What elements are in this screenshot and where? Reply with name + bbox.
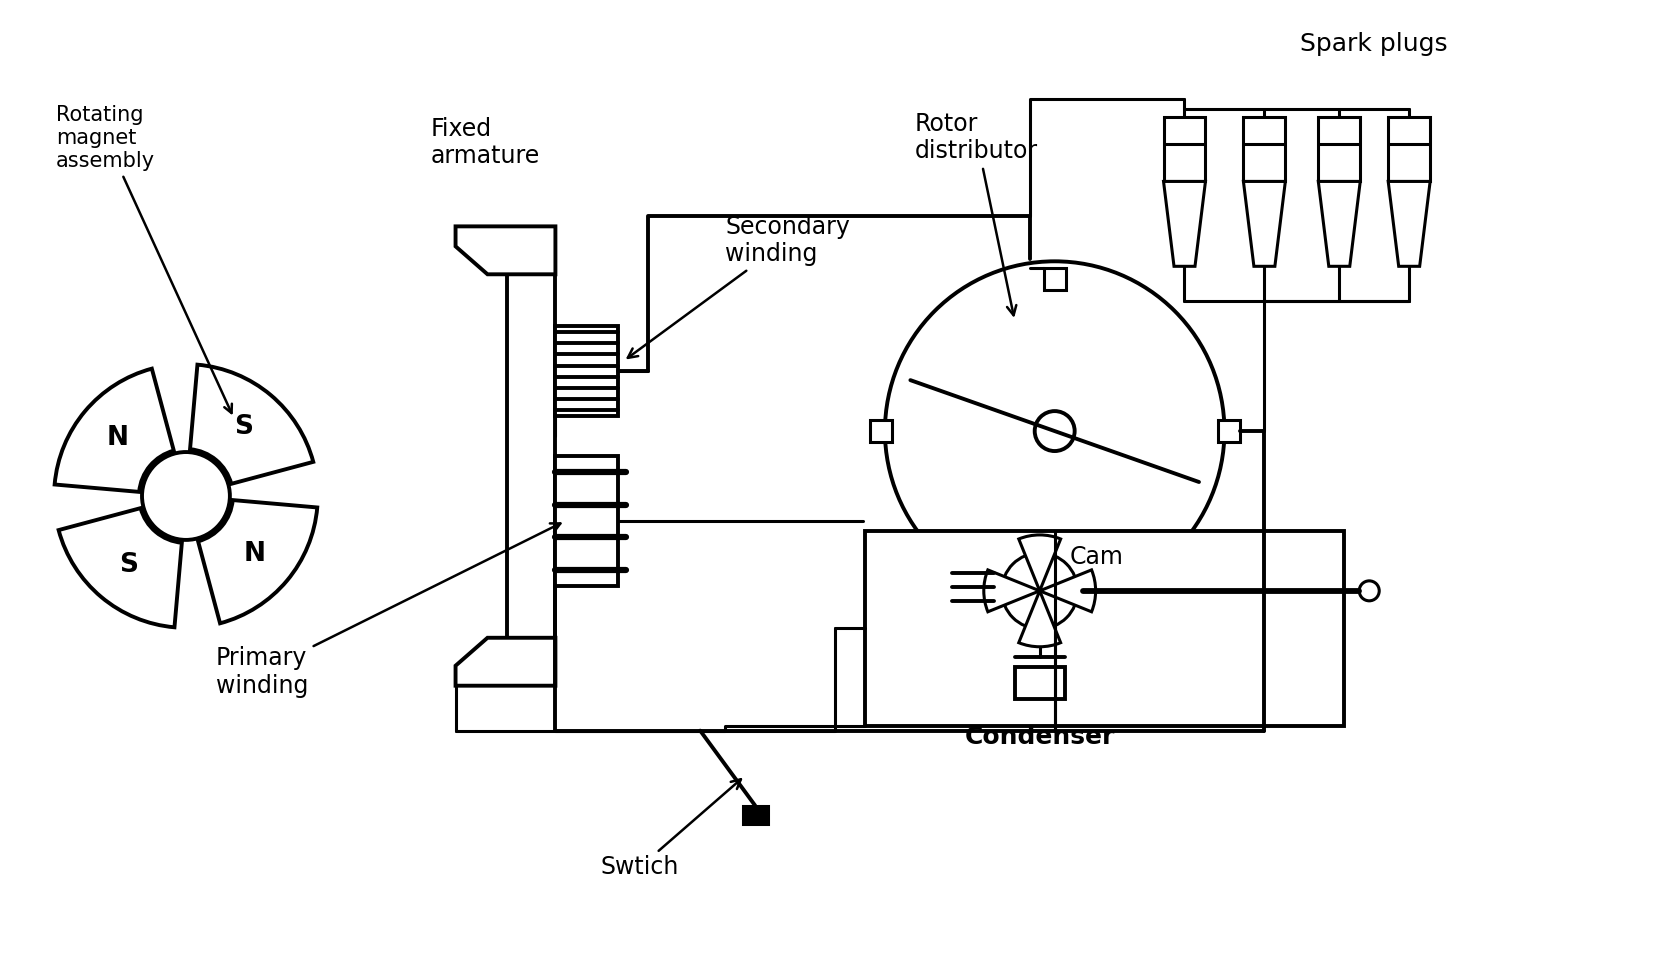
Text: Fixed
armature: Fixed armature — [431, 116, 540, 168]
Bar — [1164, 116, 1206, 182]
Text: S: S — [235, 414, 253, 440]
Bar — [555, 326, 619, 416]
Text: N: N — [243, 541, 265, 567]
Wedge shape — [59, 508, 181, 628]
Bar — [870, 420, 892, 442]
Bar — [1218, 420, 1239, 442]
Wedge shape — [984, 570, 1040, 612]
Text: Swtich: Swtich — [600, 779, 741, 879]
Polygon shape — [1243, 182, 1285, 266]
Polygon shape — [1389, 182, 1430, 266]
Polygon shape — [1164, 182, 1206, 266]
Text: N: N — [106, 426, 127, 452]
Circle shape — [1001, 553, 1078, 628]
Bar — [1043, 594, 1065, 616]
Bar — [555, 456, 619, 586]
Wedge shape — [1040, 570, 1095, 612]
Circle shape — [1035, 411, 1075, 451]
Bar — [555, 326, 619, 416]
Circle shape — [1360, 580, 1378, 601]
Bar — [743, 805, 768, 824]
Text: Secondary
winding: Secondary winding — [627, 214, 850, 357]
Polygon shape — [456, 227, 555, 274]
Circle shape — [143, 452, 230, 540]
Text: Spark plugs: Spark plugs — [1300, 32, 1447, 56]
Wedge shape — [1018, 591, 1060, 647]
Bar — [1243, 116, 1285, 182]
Bar — [1043, 268, 1065, 290]
Bar — [865, 530, 1345, 726]
Wedge shape — [55, 369, 174, 492]
Text: Condenser: Condenser — [964, 725, 1115, 749]
Polygon shape — [1318, 182, 1360, 266]
Bar — [1318, 116, 1360, 182]
Bar — [555, 456, 619, 586]
Circle shape — [885, 261, 1224, 601]
Text: Cam: Cam — [1070, 545, 1124, 569]
Wedge shape — [1018, 535, 1060, 591]
Text: Rotating
magnet
assembly: Rotating magnet assembly — [55, 105, 231, 413]
Text: Primary
winding: Primary winding — [216, 524, 560, 698]
Bar — [508, 274, 555, 638]
Bar — [1015, 667, 1065, 699]
Polygon shape — [456, 638, 555, 686]
Text: S: S — [119, 552, 138, 578]
Text: Rotor
distributor: Rotor distributor — [916, 111, 1038, 315]
Bar — [1389, 116, 1430, 182]
Wedge shape — [198, 500, 317, 624]
Wedge shape — [190, 364, 314, 483]
